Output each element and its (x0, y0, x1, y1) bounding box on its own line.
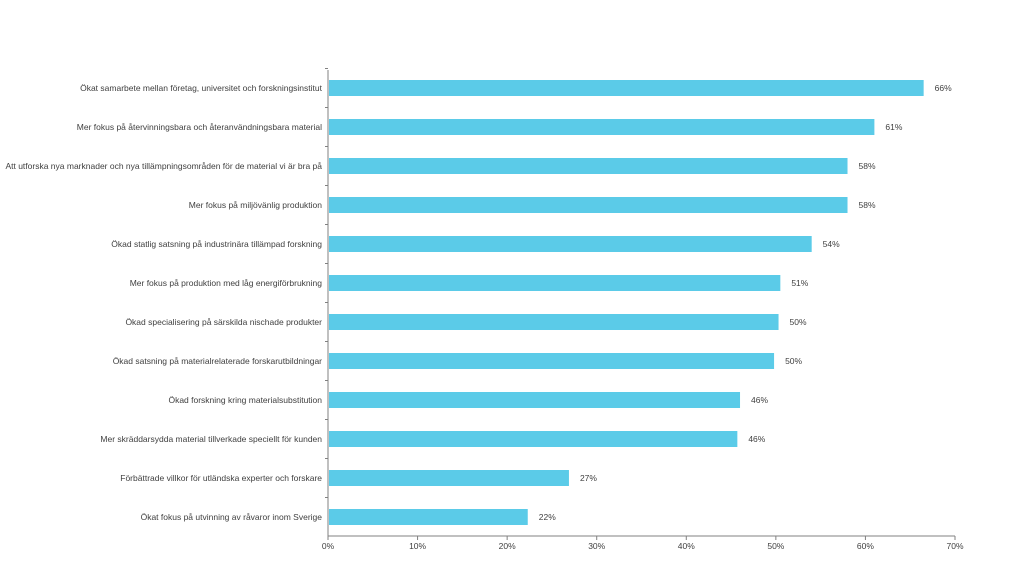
category-label: Mer fokus på produktion med låg energifö… (130, 278, 323, 288)
bar-7 (329, 314, 779, 330)
value-label: 51% (791, 278, 808, 288)
value-label: 61% (885, 122, 902, 132)
bar-12 (329, 509, 528, 525)
x-tick-label: 60% (857, 541, 874, 551)
category-label: Ökat fokus på utvinning av råvaror inom … (141, 512, 323, 522)
category-label: Mer fokus på återvinningsbara och återan… (77, 122, 322, 132)
bar-5 (329, 236, 812, 252)
category-label: Mer fokus på miljövänlig produktion (189, 200, 323, 210)
x-tick-label: 20% (499, 541, 516, 551)
bar-3 (329, 158, 848, 174)
category-label: Ökad satsning på materialrelaterade fors… (113, 356, 322, 366)
category-label: Ökad statlig satsning på industrinära ti… (111, 239, 322, 249)
value-label: 27% (580, 473, 597, 483)
bar-9 (329, 392, 741, 408)
bar-2 (329, 119, 875, 135)
value-label: 22% (539, 512, 556, 522)
category-label: Mer skräddarsydda material tillverkade s… (100, 434, 322, 444)
x-tick-label: 30% (588, 541, 605, 551)
bar-10 (329, 431, 738, 447)
x-tick-label: 40% (678, 541, 695, 551)
category-label: Ökad specialisering på särskilda nischad… (125, 317, 322, 327)
value-label: 50% (790, 317, 807, 327)
category-labels-layer: Ökat samarbete mellan företag, universit… (5, 83, 322, 522)
value-label: 58% (859, 161, 876, 171)
value-label: 46% (748, 434, 765, 444)
bar-8 (329, 353, 775, 369)
x-tick-label: 50% (767, 541, 784, 551)
category-label: Att utforska nya marknader och nya tillä… (5, 161, 322, 171)
category-label: Ökat samarbete mellan företag, universit… (80, 83, 323, 93)
category-label: Ökad forskning kring materialsubstitutio… (168, 395, 322, 405)
value-labels-layer: 66% 61% 58% 58% 54% 51% 50% 50% 46% 46% 27% 22% (539, 83, 952, 522)
bars-layer (329, 80, 924, 525)
bar-4 (329, 197, 848, 213)
bar-1 (329, 80, 924, 96)
bar-6 (329, 275, 781, 291)
bar-11 (329, 470, 569, 486)
category-label: Förbättrade villkor för utländska expert… (120, 473, 322, 483)
axes-layer: 0% 10% 20% 30% 40% 50% 60% 70% (322, 68, 964, 551)
value-label: 54% (823, 239, 840, 249)
x-tick-label: 10% (409, 541, 426, 551)
value-label: 50% (785, 356, 802, 366)
x-tick-label: 0% (322, 541, 335, 551)
value-label: 58% (859, 200, 876, 210)
value-label: 66% (935, 83, 952, 93)
x-tick-label: 70% (946, 541, 963, 551)
value-label: 46% (751, 395, 768, 405)
